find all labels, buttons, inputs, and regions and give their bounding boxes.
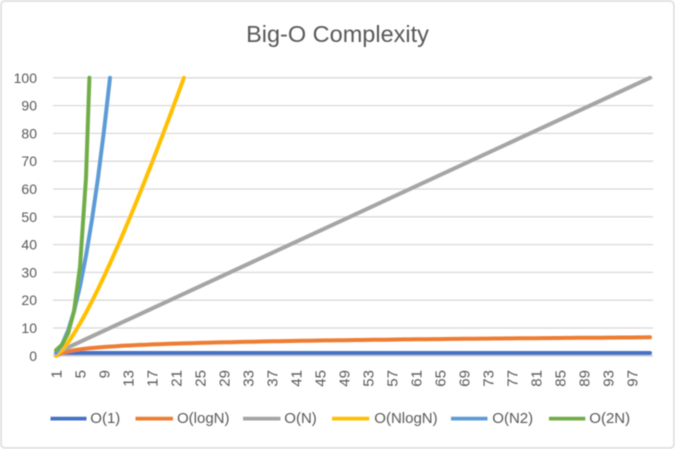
svg-text:40: 40 bbox=[21, 237, 37, 253]
svg-text:69: 69 bbox=[457, 370, 474, 387]
svg-text:89: 89 bbox=[577, 370, 594, 387]
svg-text:37: 37 bbox=[265, 370, 282, 387]
svg-text:17: 17 bbox=[145, 370, 162, 387]
svg-text:65: 65 bbox=[433, 370, 450, 387]
svg-text:5: 5 bbox=[73, 370, 90, 378]
svg-text:60: 60 bbox=[21, 181, 37, 197]
svg-text:13: 13 bbox=[121, 370, 138, 387]
svg-text:0: 0 bbox=[29, 348, 37, 364]
svg-text:93: 93 bbox=[601, 370, 618, 387]
svg-text:70: 70 bbox=[21, 153, 37, 169]
svg-text:41: 41 bbox=[289, 370, 306, 387]
svg-text:53: 53 bbox=[361, 370, 378, 387]
svg-text:O(1): O(1) bbox=[90, 410, 120, 427]
svg-text:57: 57 bbox=[385, 370, 402, 387]
svg-text:33: 33 bbox=[241, 370, 258, 387]
svg-text:O(NlogN): O(NlogN) bbox=[374, 410, 437, 427]
svg-text:29: 29 bbox=[217, 370, 234, 387]
svg-text:O(2N): O(2N) bbox=[589, 410, 630, 427]
svg-text:1: 1 bbox=[49, 370, 66, 378]
svg-text:100: 100 bbox=[14, 70, 38, 86]
svg-text:45: 45 bbox=[313, 370, 330, 387]
svg-text:20: 20 bbox=[21, 292, 37, 308]
svg-text:9: 9 bbox=[97, 370, 114, 378]
svg-text:O(N2): O(N2) bbox=[492, 410, 533, 427]
svg-text:80: 80 bbox=[21, 125, 37, 141]
svg-text:25: 25 bbox=[193, 370, 210, 387]
svg-text:Big-O Complexity: Big-O Complexity bbox=[246, 21, 429, 47]
svg-text:81: 81 bbox=[529, 370, 546, 387]
svg-text:O(N): O(N) bbox=[284, 410, 317, 427]
svg-text:21: 21 bbox=[169, 370, 186, 387]
svg-text:97: 97 bbox=[625, 370, 642, 387]
svg-text:77: 77 bbox=[505, 370, 522, 387]
svg-text:90: 90 bbox=[21, 98, 37, 114]
svg-text:85: 85 bbox=[553, 370, 570, 387]
svg-text:73: 73 bbox=[481, 370, 498, 387]
svg-text:10: 10 bbox=[21, 320, 37, 336]
svg-text:49: 49 bbox=[337, 370, 354, 387]
svg-text:O(logN): O(logN) bbox=[177, 410, 230, 427]
svg-text:30: 30 bbox=[21, 264, 37, 280]
svg-text:61: 61 bbox=[409, 370, 426, 387]
svg-text:50: 50 bbox=[21, 209, 37, 225]
